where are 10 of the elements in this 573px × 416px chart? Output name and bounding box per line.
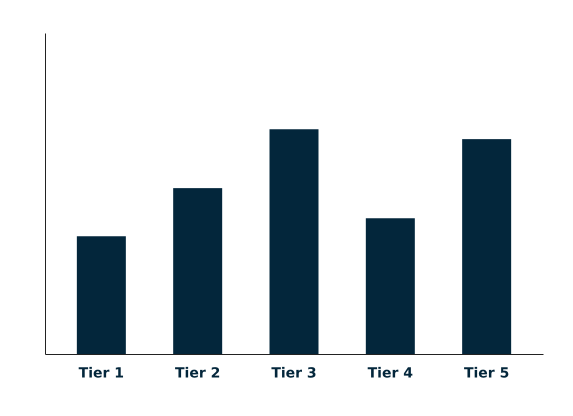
bar xyxy=(173,188,222,354)
x-tick-label: Tier 2 xyxy=(174,366,220,382)
x-tick-label: Tier 1 xyxy=(78,366,124,382)
bar xyxy=(270,129,318,354)
bar xyxy=(366,218,415,354)
x-tick-label: Tier 4 xyxy=(368,366,414,382)
bar xyxy=(462,139,512,354)
x-tick-label: Tier 3 xyxy=(271,366,317,382)
bar xyxy=(76,236,126,354)
x-tick-label: Tier 5 xyxy=(464,366,510,382)
